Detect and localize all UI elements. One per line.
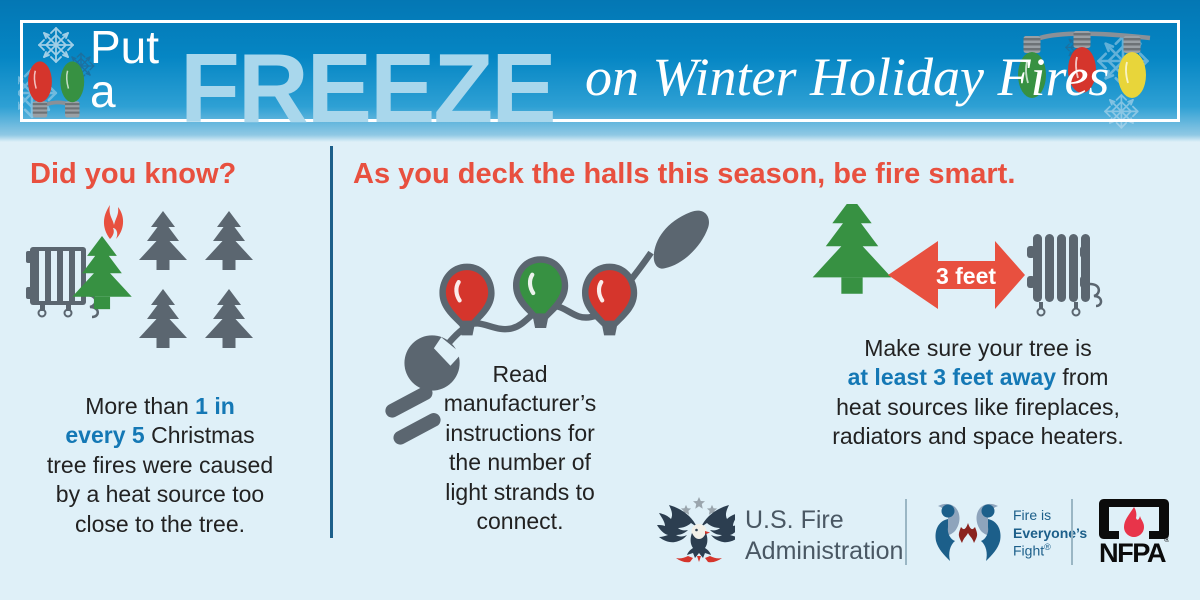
svg-text:3 feet: 3 feet [936,263,996,289]
svg-text:NFPA: NFPA [1099,538,1166,568]
svg-text:®: ® [1164,535,1169,544]
